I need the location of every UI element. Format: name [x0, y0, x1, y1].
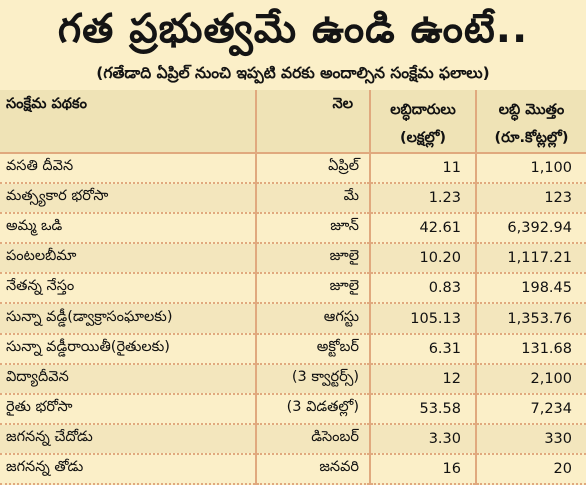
month-cell: అక్టోబర్ — [256, 333, 371, 365]
header-beneficiaries-unit: (లక్షల్లో) — [399, 130, 447, 146]
amount-cell: 7,234 — [476, 393, 586, 425]
table-row: సున్నా వడ్డీ(డ్వాక్రాసంఘాలకు) ఆగస్టు 105… — [0, 303, 586, 335]
amount-cell: 123 — [476, 183, 586, 215]
header-amount: లబ్ధి మొత్తం (రూ.కోట్లల్లో) — [476, 90, 586, 154]
beneficiaries-cell: 6.31 — [370, 333, 477, 365]
header-amount-unit: (రూ.కోట్లల్లో) — [494, 130, 569, 146]
scheme-cell: మత్స్యకార భరోసా — [0, 183, 257, 215]
header-scheme: సంక్షేమ పథకం — [0, 90, 257, 154]
table-row: రైతు భరోసా (3 విడతల్లో) 53.58 7,234 — [0, 393, 586, 425]
welfare-table: సంక్షేమ పథకం నెల లబ్ధిదారులు (లక్షల్లో) … — [0, 90, 586, 485]
amount-cell: 198.45 — [476, 273, 586, 305]
beneficiaries-cell: 11 — [370, 153, 477, 185]
month-cell: (3 క్వార్టర్స్) — [256, 363, 371, 395]
beneficiaries-cell: 1.23 — [370, 183, 477, 215]
header-beneficiaries: లబ్ధిదారులు (లక్షల్లో) — [370, 90, 477, 154]
amount-cell: 6,392.94 — [476, 213, 586, 245]
scheme-cell: రైతు భరోసా — [0, 393, 257, 425]
beneficiaries-cell: 10.20 — [370, 243, 477, 275]
scheme-cell: నేతన్న నేస్తం — [0, 273, 257, 305]
scheme-cell: విద్యాదీవెన — [0, 363, 257, 395]
header-amount-label: లబ్ధి మొత్తం — [498, 102, 565, 118]
amount-cell: 1,353.76 — [476, 303, 586, 335]
scheme-cell: పంటలబీమా — [0, 243, 257, 275]
scheme-cell: వసతి దీవెన — [0, 153, 257, 185]
beneficiaries-cell: 3.30 — [370, 423, 477, 455]
scheme-cell: జగనన్న చేదోడు — [0, 423, 257, 455]
beneficiaries-cell: 12 — [370, 363, 477, 395]
month-cell: (3 విడతల్లో) — [256, 393, 371, 425]
table-row: అమ్మ ఒడి జూన్ 42.61 6,392.94 — [0, 213, 586, 245]
table-row: విద్యాదీవెన (3 క్వార్టర్స్) 12 2,100 — [0, 363, 586, 395]
month-cell: మే — [256, 183, 371, 215]
beneficiaries-cell: 0.83 — [370, 273, 477, 305]
amount-cell: 1,100 — [476, 153, 586, 185]
amount-cell: 2,100 — [476, 363, 586, 395]
table-header-row: సంక్షేమ పథకం నెల లబ్ధిదారులు (లక్షల్లో) … — [0, 90, 586, 154]
month-cell: ఆగస్టు — [256, 303, 371, 335]
beneficiaries-cell: 105.13 — [370, 303, 477, 335]
header-month: నెల — [256, 90, 371, 154]
page-subtitle: (గతేడాది ఏప్రిల్ నుంచి ఇప్పటి వరకు అందాల… — [96, 64, 490, 82]
month-cell: జూన్ — [256, 213, 371, 245]
scheme-cell: సున్నా వడ్డీ(డ్వాక్రాసంఘాలకు) — [0, 303, 257, 335]
beneficiaries-cell: 42.61 — [370, 213, 477, 245]
header-beneficiaries-label: లబ్ధిదారులు — [390, 102, 456, 118]
month-cell: డిసెంబర్ — [256, 423, 371, 455]
beneficiaries-cell: 53.58 — [370, 393, 477, 425]
table-row: మత్స్యకార భరోసా మే 1.23 123 — [0, 183, 586, 215]
table-row: నేతన్న నేస్తం జూలై 0.83 198.45 — [0, 273, 586, 305]
scheme-cell: అమ్మ ఒడి — [0, 213, 257, 245]
table-row: పంటలబీమా జూలై 10.20 1,117.21 — [0, 243, 586, 275]
month-cell: ఏప్రిల్ — [256, 153, 371, 185]
table-row: జగనన్న చేదోడు డిసెంబర్ 3.30 330 — [0, 423, 586, 455]
page-title: గత ప్రభుత్వమే ఉండి ఉంటే.. — [57, 6, 529, 52]
amount-cell: 330 — [476, 423, 586, 455]
table-row: సున్నా వడ్డీరాయితీ(రైతులకు) అక్టోబర్ 6.3… — [0, 333, 586, 365]
table-row: వసతి దీవెన ఏప్రిల్ 11 1,100 — [0, 153, 586, 185]
month-cell: జూలై — [256, 243, 371, 275]
month-cell: జూలై — [256, 273, 371, 305]
scheme-cell: సున్నా వడ్డీరాయితీ(రైతులకు) — [0, 333, 257, 365]
amount-cell: 1,117.21 — [476, 243, 586, 275]
amount-cell: 131.68 — [476, 333, 586, 365]
